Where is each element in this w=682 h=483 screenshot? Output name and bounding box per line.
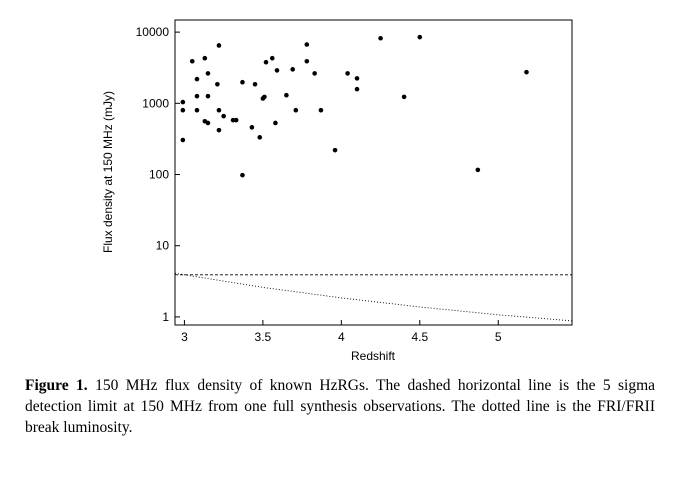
chart: Redshift Flux density at 150 MHz (mJy) 3… <box>101 19 573 363</box>
data-point <box>194 76 200 82</box>
x-axis-label: Redshift <box>351 349 396 363</box>
data-point <box>524 69 529 75</box>
data-point <box>240 172 245 178</box>
x-tick-label: 3 <box>181 330 188 344</box>
data-point <box>417 34 423 40</box>
x-tick-label: 5 <box>495 330 502 344</box>
data-point <box>205 71 211 76</box>
data-point <box>194 93 200 99</box>
data-point <box>257 135 263 140</box>
y-tick-label: 10000 <box>136 25 170 39</box>
data-point <box>293 107 299 113</box>
caption: Figure 1. 150 MHz flux density of known … <box>25 375 655 438</box>
data-point <box>189 58 195 64</box>
data-point <box>401 94 407 100</box>
plot-frame <box>174 19 573 326</box>
data-point <box>312 71 317 76</box>
data-point <box>180 99 186 105</box>
data-point <box>332 147 338 153</box>
data-point <box>345 71 350 76</box>
data-point <box>249 125 255 130</box>
y-tick-label: 1000 <box>142 96 169 110</box>
y-tick-label: 10 <box>156 239 170 253</box>
data-point <box>216 43 222 48</box>
y-tick-label: 1 <box>162 310 169 324</box>
data-point <box>216 107 222 113</box>
y-tick-label: 100 <box>149 168 169 182</box>
data-point <box>269 55 275 61</box>
data-point <box>205 120 211 126</box>
data-point <box>215 81 220 87</box>
data-point <box>252 81 258 87</box>
data-point <box>354 76 360 81</box>
data-point <box>378 35 383 41</box>
data-point <box>221 113 226 119</box>
data-point <box>240 79 245 85</box>
data-point <box>233 117 239 123</box>
data-point <box>262 94 267 100</box>
data-point <box>354 86 360 92</box>
data-point <box>205 93 211 99</box>
data-point <box>284 92 289 98</box>
data-point <box>304 58 310 64</box>
data-point <box>194 107 200 113</box>
data-point <box>274 68 280 73</box>
y-axis-label: Flux density at 150 MHz (mJy) <box>101 91 115 253</box>
data-point <box>216 127 222 133</box>
data-point <box>290 67 295 72</box>
caption-label: Figure 1. <box>25 377 88 394</box>
data-point <box>273 120 278 126</box>
data-point <box>304 42 310 47</box>
data-point <box>318 107 324 113</box>
data-point <box>180 107 186 113</box>
caption-text: 150 MHz flux density of known HzRGs. The… <box>25 377 656 436</box>
data-point <box>475 167 481 173</box>
data-point <box>202 55 208 61</box>
dotted-line <box>174 272 573 322</box>
x-tick-label: 3.5 <box>255 330 272 344</box>
data-point <box>180 137 186 143</box>
x-tick-label: 4 <box>338 330 345 344</box>
data-point <box>263 59 269 65</box>
x-tick-label: 4.5 <box>411 330 428 344</box>
